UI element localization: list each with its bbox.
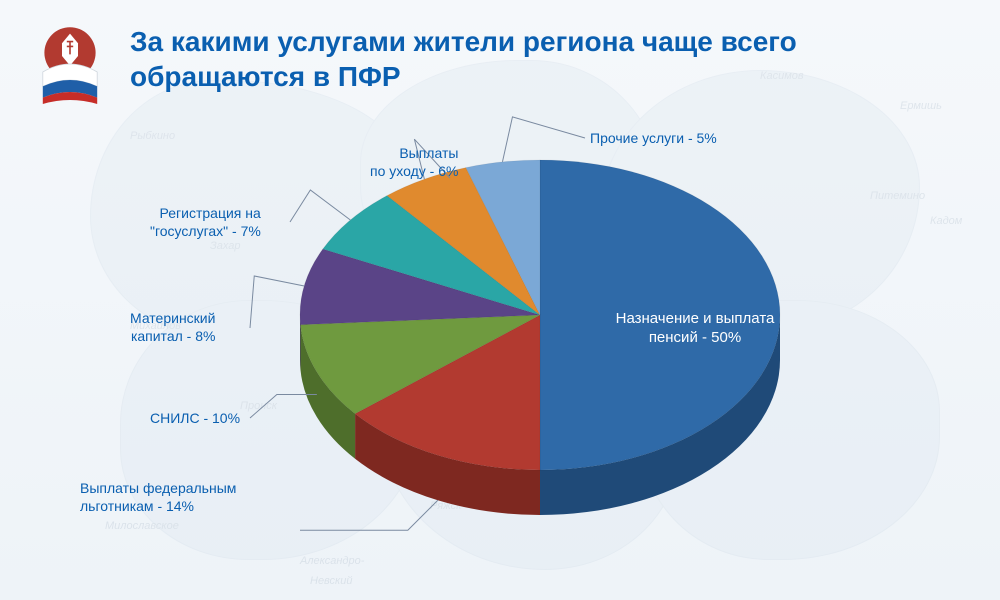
slice-label-federal: Выплаты федеральнымльготникам - 14% xyxy=(80,480,236,515)
slice-label-reg: Регистрация на"госуслугах" - 7% xyxy=(150,205,261,240)
slice-label-care: Выплатыпо уходу - 6% xyxy=(370,145,458,180)
map-city-label: Милославское xyxy=(105,520,179,532)
slice-label-matcap: Материнскийкапитал - 8% xyxy=(130,310,215,345)
map-city-label: Александро- xyxy=(300,555,364,567)
header: За какими услугами жители региона чаще в… xyxy=(30,24,910,104)
slice-label-snils: СНИЛС - 10% xyxy=(150,410,240,428)
slice-label-other: Прочие услуги - 5% xyxy=(590,130,717,148)
pfr-logo-icon xyxy=(30,24,110,104)
map-city-label: Пронск xyxy=(240,400,277,412)
page-title: За какими услугами жители региона чаще в… xyxy=(130,24,910,94)
map-city-label: Питемино xyxy=(870,190,925,202)
map-city-label: Рыбкино xyxy=(130,130,175,142)
slice-label-pension: Назначение и выплата пенсий - 50% xyxy=(575,310,815,348)
pie-chart xyxy=(300,160,780,540)
map-city-label: Невский xyxy=(310,575,353,587)
map-city-label: Кадом xyxy=(930,215,962,227)
map-city-label: Захар xyxy=(210,240,240,252)
